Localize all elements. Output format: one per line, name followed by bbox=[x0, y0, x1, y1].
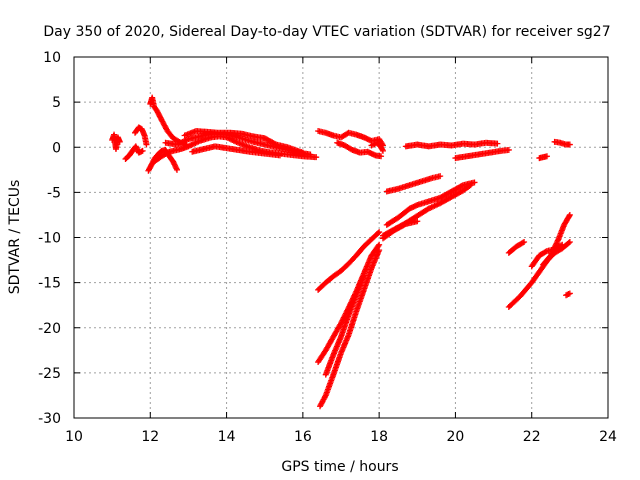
data-point bbox=[414, 218, 421, 225]
data-point bbox=[566, 213, 573, 220]
data-point bbox=[375, 230, 382, 237]
x-tick-label: 22 bbox=[523, 429, 541, 445]
chart-title: Day 350 of 2020, Sidereal Day-to-day VTE… bbox=[43, 24, 610, 40]
data-point bbox=[466, 183, 473, 190]
x-tick-label: 18 bbox=[370, 429, 388, 445]
x-tick-label: 10 bbox=[65, 429, 83, 445]
data-point bbox=[271, 140, 278, 147]
data-point bbox=[376, 247, 383, 254]
data-point bbox=[375, 242, 382, 249]
data-point bbox=[467, 182, 474, 189]
data-point bbox=[521, 239, 528, 246]
data-point bbox=[165, 149, 172, 156]
data-point bbox=[566, 141, 573, 148]
data-point bbox=[494, 140, 501, 147]
data-point bbox=[565, 239, 572, 246]
y-tick-label: -30 bbox=[38, 411, 61, 427]
data-point bbox=[376, 229, 383, 236]
data-point bbox=[360, 272, 367, 279]
data-point bbox=[307, 151, 314, 158]
data-point bbox=[519, 239, 526, 246]
y-tick-label: 10 bbox=[43, 50, 61, 66]
y-tick-label: -25 bbox=[38, 366, 61, 382]
data-point bbox=[139, 147, 146, 154]
data-point bbox=[437, 173, 444, 180]
data-point bbox=[143, 141, 150, 148]
data-point bbox=[543, 153, 550, 160]
data-point bbox=[566, 239, 573, 246]
y-tick-label: 5 bbox=[52, 95, 61, 111]
data-point bbox=[542, 248, 549, 255]
data-point bbox=[378, 153, 385, 160]
x-tick-label: 20 bbox=[447, 429, 465, 445]
y-tick-label: 0 bbox=[52, 140, 61, 156]
data-point bbox=[376, 241, 383, 248]
data-point bbox=[401, 221, 408, 228]
data-point bbox=[313, 154, 320, 161]
y-tick-label: -15 bbox=[38, 276, 61, 292]
data-point bbox=[379, 147, 386, 154]
data-point bbox=[557, 242, 564, 249]
x-tick-label: 14 bbox=[218, 429, 236, 445]
data-point bbox=[566, 290, 573, 297]
y-tick-label: -10 bbox=[38, 231, 61, 247]
y-axis-label: SDTVAR / TECUs bbox=[7, 180, 23, 295]
x-tick-label: 16 bbox=[294, 429, 312, 445]
x-tick-label: 12 bbox=[141, 429, 159, 445]
y-tick-label: -20 bbox=[38, 321, 61, 337]
data-point bbox=[458, 182, 465, 189]
data-point bbox=[299, 149, 306, 156]
data-point bbox=[276, 152, 283, 159]
y-tick-label: -5 bbox=[47, 185, 61, 201]
data-point bbox=[116, 138, 123, 145]
x-tick-label: 24 bbox=[599, 429, 617, 445]
data-point bbox=[505, 146, 512, 153]
data-point bbox=[173, 166, 180, 173]
axis-ticks: 10 12 14 16 18 20 22 24 -30 -25 -20 -15 -10 -5 0 5 10 bbox=[38, 50, 617, 445]
data-point bbox=[559, 241, 566, 248]
data-points bbox=[109, 94, 573, 410]
x-axis-label: GPS time / hours bbox=[281, 459, 398, 475]
data-point bbox=[566, 211, 573, 218]
data-point bbox=[471, 179, 478, 186]
